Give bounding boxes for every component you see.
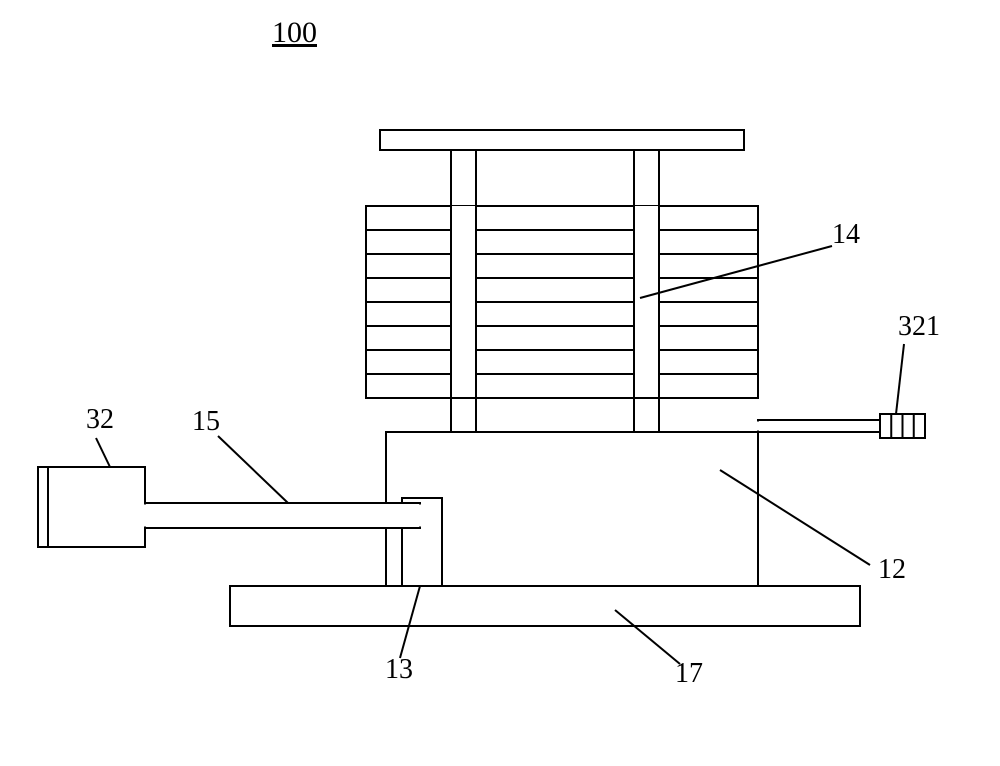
label-12: 12 — [878, 554, 906, 585]
leader-L32 — [96, 438, 110, 467]
mechanical-diagram: 100 14 321 32 15 12 13 17 — [0, 0, 1000, 766]
output-shaft — [758, 420, 880, 432]
motor-body — [48, 467, 145, 547]
label-32: 32 — [86, 404, 114, 435]
drive-arm — [145, 503, 420, 528]
label-14: 14 — [832, 219, 860, 250]
base-plate — [230, 586, 860, 626]
label-13: 13 — [385, 654, 413, 685]
diagram-shapes — [38, 130, 925, 626]
leader-L12 — [720, 470, 870, 565]
label-15: 15 — [192, 406, 220, 437]
label-17: 17 — [675, 658, 703, 689]
leader-lines — [96, 246, 904, 664]
leader-L17 — [615, 610, 680, 664]
post-upper-left — [451, 150, 476, 206]
label-321: 321 — [898, 311, 940, 342]
leader-L13 — [400, 586, 420, 658]
labels-group: 100 14 321 32 15 12 13 17 — [86, 16, 940, 689]
leader-L15 — [218, 436, 288, 503]
top-plate — [380, 130, 744, 150]
leader-L321 — [896, 344, 904, 414]
figure-number-label: 100 — [272, 16, 317, 49]
motor-cap — [38, 467, 48, 547]
post-upper-right — [634, 150, 659, 206]
